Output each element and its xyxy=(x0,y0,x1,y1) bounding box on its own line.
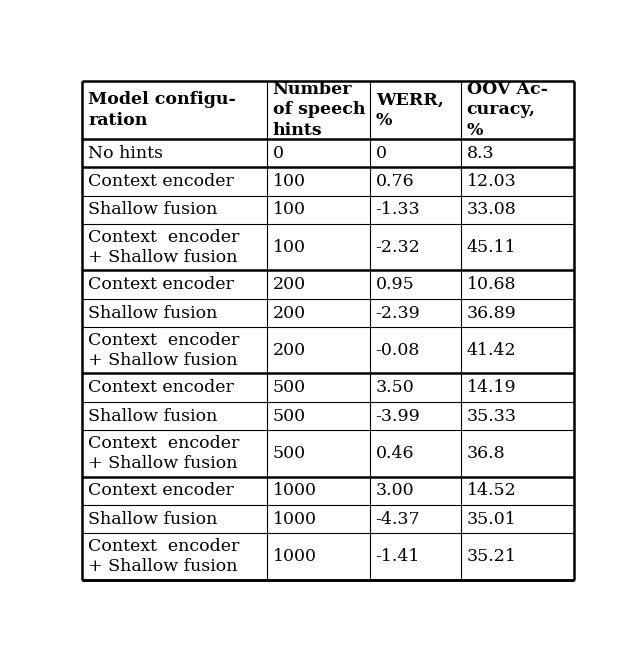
Text: 200: 200 xyxy=(273,305,306,322)
Text: Context  encoder
+ Shallow fusion: Context encoder + Shallow fusion xyxy=(88,229,240,266)
Text: -1.33: -1.33 xyxy=(376,201,420,218)
Text: Context  encoder
+ Shallow fusion: Context encoder + Shallow fusion xyxy=(88,538,240,575)
Text: 0: 0 xyxy=(273,145,284,162)
Text: Shallow fusion: Shallow fusion xyxy=(88,407,218,424)
Text: 3.50: 3.50 xyxy=(376,379,415,396)
Text: -2.39: -2.39 xyxy=(376,305,420,322)
Text: -2.32: -2.32 xyxy=(376,239,420,256)
Text: -3.99: -3.99 xyxy=(376,407,420,424)
Text: 100: 100 xyxy=(273,173,305,190)
Text: 3.00: 3.00 xyxy=(376,482,414,499)
Text: 14.52: 14.52 xyxy=(467,482,516,499)
Text: 8.3: 8.3 xyxy=(467,145,494,162)
Text: Context  encoder
+ Shallow fusion: Context encoder + Shallow fusion xyxy=(88,332,240,369)
Text: Context encoder: Context encoder xyxy=(88,276,234,293)
Text: 14.19: 14.19 xyxy=(467,379,516,396)
Text: Number
of speech
hints: Number of speech hints xyxy=(273,81,365,139)
Text: 100: 100 xyxy=(273,201,305,218)
Text: Context encoder: Context encoder xyxy=(88,379,234,396)
Text: 36.89: 36.89 xyxy=(467,305,516,322)
Text: 100: 100 xyxy=(273,239,305,256)
Text: 45.11: 45.11 xyxy=(467,239,516,256)
Text: 35.21: 35.21 xyxy=(467,548,516,565)
Text: Context  encoder
+ Shallow fusion: Context encoder + Shallow fusion xyxy=(88,435,240,472)
Text: -0.08: -0.08 xyxy=(376,342,420,359)
Text: 200: 200 xyxy=(273,276,306,293)
Text: 0.46: 0.46 xyxy=(376,445,414,462)
Text: Shallow fusion: Shallow fusion xyxy=(88,511,218,528)
Text: 500: 500 xyxy=(273,379,306,396)
Text: 36.8: 36.8 xyxy=(467,445,505,462)
Text: 1000: 1000 xyxy=(273,482,317,499)
Text: 0: 0 xyxy=(376,145,387,162)
Text: 0.95: 0.95 xyxy=(376,276,415,293)
Text: 200: 200 xyxy=(273,342,306,359)
Text: -1.41: -1.41 xyxy=(376,548,420,565)
Text: Context encoder: Context encoder xyxy=(88,482,234,499)
Text: 12.03: 12.03 xyxy=(467,173,516,190)
Text: 500: 500 xyxy=(273,407,306,424)
Text: WERR,
%: WERR, % xyxy=(376,92,444,129)
Text: 41.42: 41.42 xyxy=(467,342,516,359)
Text: Model configu-
ration: Model configu- ration xyxy=(88,92,236,129)
Text: Shallow fusion: Shallow fusion xyxy=(88,305,218,322)
Text: Shallow fusion: Shallow fusion xyxy=(88,201,218,218)
Text: 10.68: 10.68 xyxy=(467,276,516,293)
Text: OOV Ac-
curacy,
%: OOV Ac- curacy, % xyxy=(467,81,548,139)
Text: Context encoder: Context encoder xyxy=(88,173,234,190)
Text: No hints: No hints xyxy=(88,145,163,162)
Text: 33.08: 33.08 xyxy=(467,201,516,218)
Text: 35.33: 35.33 xyxy=(467,407,516,424)
Text: 35.01: 35.01 xyxy=(467,511,516,528)
Text: -4.37: -4.37 xyxy=(376,511,420,528)
Text: 0.76: 0.76 xyxy=(376,173,414,190)
Text: 1000: 1000 xyxy=(273,511,317,528)
Text: 1000: 1000 xyxy=(273,548,317,565)
Text: 500: 500 xyxy=(273,445,306,462)
